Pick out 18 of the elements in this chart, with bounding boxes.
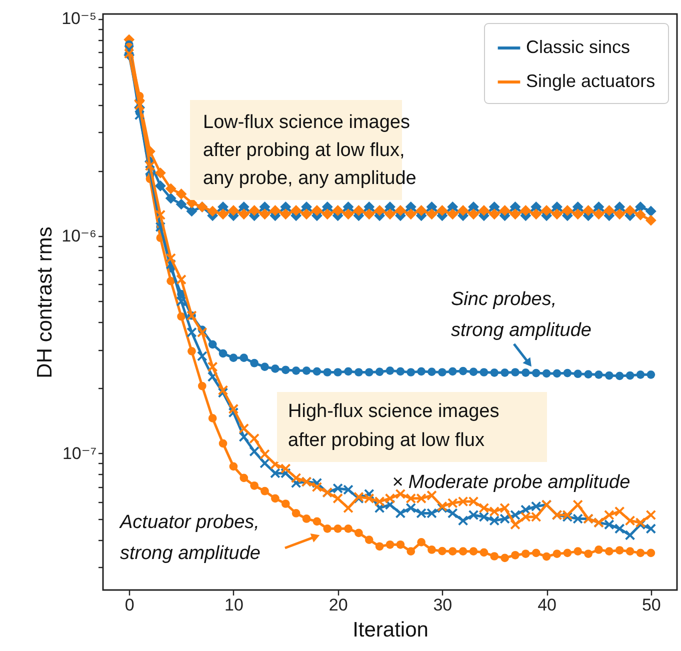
y-axis-title: DH contrast rms — [34, 226, 57, 378]
x-tick-label: 0 — [124, 596, 134, 614]
legend-label: Classic sincs — [526, 37, 630, 57]
x-tick-label: 50 — [642, 596, 661, 614]
y-tick-label: 10⁻⁷ — [62, 444, 96, 463]
x-axis-title: Iteration — [352, 618, 428, 642]
y-tick-label: 10⁻⁵ — [62, 9, 96, 28]
x-tick-label: 30 — [433, 596, 452, 614]
y-tick-label: 10⁻⁶ — [62, 226, 96, 246]
annotation: High-flux science images after probing at low flux — [288, 401, 500, 451]
annotation: Actuator probes, strong amplitude — [119, 512, 260, 564]
annotation: Low-flux science images after probing at low flux, any probe, any amplitude — [203, 112, 416, 189]
annotation: Sinc probes, strong amplitude — [451, 289, 592, 341]
x-tick-label: 40 — [538, 596, 557, 614]
x-tick-label: 10 — [224, 596, 244, 614]
legend-label: Single actuators — [526, 71, 656, 91]
annotation: × Moderate probe amplitude — [392, 472, 630, 493]
x-tick-label: 20 — [328, 596, 348, 614]
